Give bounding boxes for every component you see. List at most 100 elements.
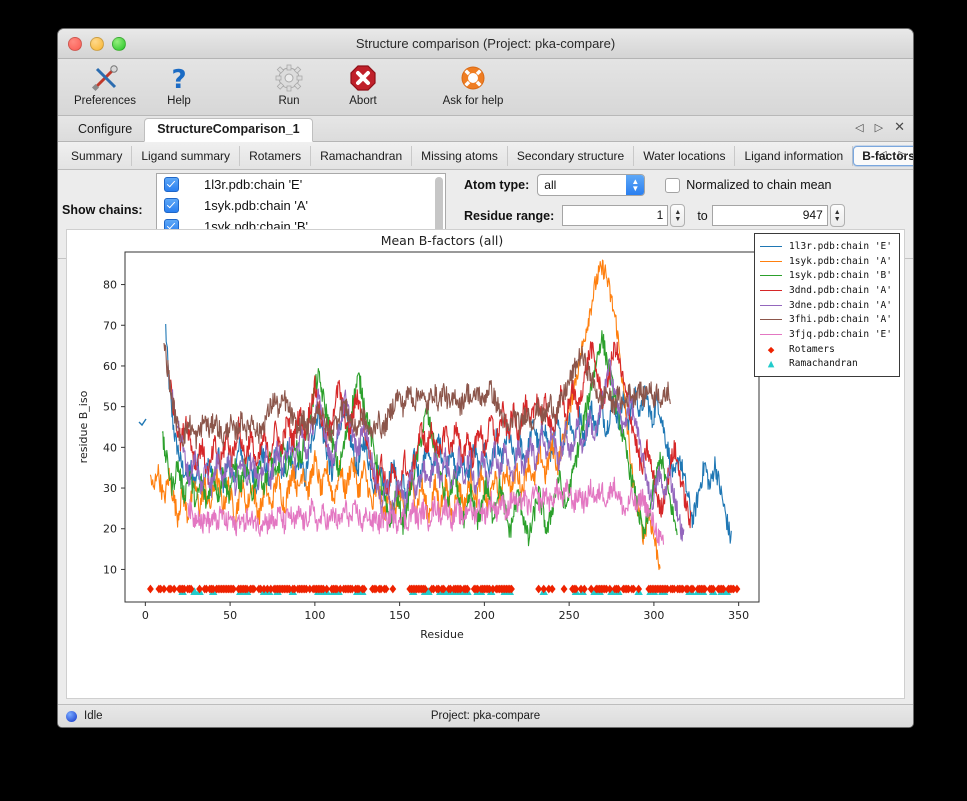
legend-label: Rotamers [789,343,835,355]
tab-structurecomparison-1[interactable]: StructureComparison_1 [144,118,313,142]
chain-label: 1syk.pdb:chain 'A' [204,198,308,213]
subtab-ligand-information[interactable]: Ligand information [735,145,854,166]
close-tab-icon[interactable]: ✕ [894,119,905,134]
svg-text:10: 10 [103,563,117,576]
application-window: Structure comparison (Project: pka-compa… [57,28,914,728]
svg-text:200: 200 [474,609,495,622]
ask-for-help-button[interactable]: Ask for help [430,59,516,107]
help-button[interactable]: ? Help [142,59,216,107]
svg-text:Mean B-factors (all): Mean B-factors (all) [381,233,504,248]
normalized-checkbox[interactable] [665,177,681,193]
subtab-missing-atoms[interactable]: Missing atoms [412,145,508,166]
svg-text:60: 60 [103,360,117,373]
status-state: Idle [84,710,103,722]
legend-item: 3fjq.pdb:chain 'E' [760,327,892,342]
list-item[interactable]: 1syk.pdb:chain 'A' [157,195,445,216]
svg-text:50: 50 [223,609,237,622]
subtab-prev-arrow-icon[interactable]: ◁ [878,149,887,161]
zoom-window-button[interactable] [112,37,126,51]
legend-label: 3fjq.pdb:chain 'E' [789,328,892,340]
legend-label: 3dne.pdb:chain 'A' [789,299,892,311]
residue-range-from-stepper[interactable]: ▲ ▼ [670,204,686,227]
legend-line-swatch [760,260,783,262]
sub-tab-controls: ◁ ▷ [878,148,907,161]
chain-list-scrollbar[interactable] [435,177,443,233]
residue-range-to-stepper[interactable]: ▲ ▼ [829,204,845,227]
run-label: Run [278,95,300,107]
legend-line-swatch [760,304,783,306]
plot-legend: 1l3r.pdb:chain 'E' 1syk.pdb:chain 'A' 1s… [754,233,900,378]
svg-text:30: 30 [103,482,117,495]
lifebuoy-icon [430,63,516,93]
tools-icon [68,63,142,93]
chain-label: 1l3r.pdb:chain 'E' [204,177,303,192]
svg-text:residue B_iso: residue B_iso [77,390,90,463]
subtab-b-factors[interactable]: B-factors [853,145,913,166]
chevron-updown-icon[interactable]: ▲ ▼ [626,175,645,195]
stop-x-icon [326,63,400,93]
legend-line-swatch [760,333,783,335]
svg-text:80: 80 [103,279,117,292]
close-window-button[interactable] [68,37,82,51]
legend-item: 3dnd.pdb:chain 'A' [760,283,892,298]
atom-type-row: Atom type: all ▲ ▼ Normalized to chain me… [464,174,845,196]
svg-text:350: 350 [728,609,749,622]
b-factor-plot: Mean B-factors (all) 0 50 100 150 200 250 300 35… [77,233,760,641]
subtab-next-arrow-icon[interactable]: ▷ [898,149,907,161]
atom-type-select[interactable]: all ▲ ▼ [537,174,646,196]
atom-type-label: Atom type: [464,178,530,192]
legend-line-swatch [760,275,783,277]
svg-text:70: 70 [103,319,117,332]
residue-range-from-input[interactable]: 1 [562,205,669,226]
gear-icon [252,63,326,93]
ramachandran-triangle-icon: ▲ [767,357,775,371]
legend-item: 3dne.pdb:chain 'A' [760,298,892,313]
window-title: Structure comparison (Project: pka-compa… [355,36,616,51]
legend-item: ▲ Ramachandran [760,357,892,372]
status-project: Project: pka-compare [430,710,541,722]
subtab-ramachandran[interactable]: Ramachandran [311,145,413,166]
status-indicator-icon [66,710,77,722]
abort-button[interactable]: Abort [326,59,400,107]
show-chains-label: Show chains: [62,203,143,217]
subtab-water-locations[interactable]: Water locations [634,145,736,166]
prev-tab-arrow-icon[interactable]: ◁ [855,121,864,134]
subtab-secondary-structure[interactable]: Secondary structure [508,145,635,166]
run-button[interactable]: Run [252,59,326,107]
residue-range-to-input[interactable]: 947 [711,205,828,226]
subtab-summary[interactable]: Summary [62,145,133,166]
svg-text:150: 150 [389,609,410,622]
preferences-button[interactable]: Preferences [68,59,142,107]
svg-text:20: 20 [103,523,117,536]
legend-label: Ramachandran [789,358,858,370]
rotamer-diamond-icon: ◆ [767,342,775,356]
list-item[interactable]: 1l3r.pdb:chain 'E' [157,174,445,195]
legend-line-swatch [760,289,783,291]
svg-text:50: 50 [103,401,117,414]
subtab-ligand-summary[interactable]: Ligand summary [132,145,241,166]
svg-text:100: 100 [304,609,325,622]
residue-range-row: Residue range: 1 ▲ ▼ to 947 ▲ ▼ [464,204,845,227]
abort-label: Abort [349,95,377,107]
svg-text:Residue: Residue [420,628,464,641]
atom-type-value: all [544,178,557,192]
legend-item: 1l3r.pdb:chain 'E' [760,239,892,254]
chain-checkbox[interactable] [164,177,179,192]
sub-tab-strip: Summary Ligand summary Rotamers Ramachan… [58,142,913,170]
subtab-rotamers[interactable]: Rotamers [240,145,312,166]
legend-label: 3fhi.pdb:chain 'A' [789,314,892,326]
legend-label: 1syk.pdb:chain 'B' [789,270,892,282]
next-tab-arrow-icon[interactable]: ▷ [874,121,884,134]
tab-configure[interactable]: Configure [78,122,133,136]
outer-tab-strip: Configure StructureComparison_1 ◁ ▷ ✕ [58,116,913,142]
question-mark-icon: ? [142,63,216,93]
svg-text:250: 250 [559,609,580,622]
legend-line-swatch [760,245,783,247]
minimize-window-button[interactable] [90,37,104,51]
chain-checkbox[interactable] [164,198,179,213]
svg-text:300: 300 [643,609,664,622]
residue-range-to-label: to [697,208,708,223]
toolbar: Preferences ? Help [58,59,913,116]
title-bar: Structure comparison (Project: pka-compa… [58,29,913,59]
svg-text:0: 0 [142,609,149,622]
